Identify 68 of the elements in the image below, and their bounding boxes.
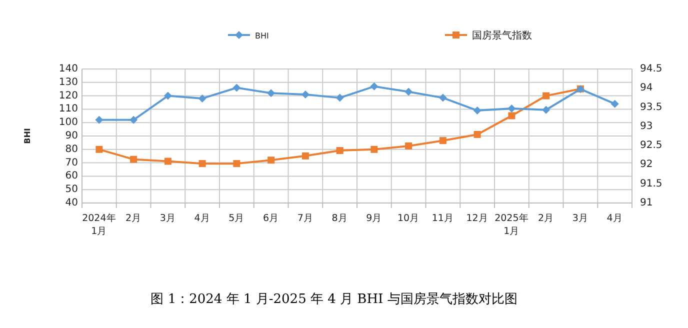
point xyxy=(370,146,378,153)
x-tick-label: 4月 xyxy=(606,213,623,224)
point xyxy=(508,104,516,113)
point xyxy=(474,130,481,138)
y-tick-label: 40 xyxy=(65,198,78,208)
x-tick-label: 12月 xyxy=(466,213,488,224)
y2-tick-label: 94.5 xyxy=(640,64,662,74)
x-tick-label: 4月 xyxy=(194,213,210,224)
point xyxy=(95,116,104,124)
point xyxy=(542,92,550,100)
x-tick-label: 11月 xyxy=(432,213,454,224)
point xyxy=(438,94,447,102)
x-tick-label: 3月 xyxy=(160,213,176,224)
legend-label: BHI xyxy=(255,32,269,40)
y-tick-label: 140 xyxy=(58,64,78,74)
y2-tick-label: 91 xyxy=(640,198,653,208)
point xyxy=(233,160,240,168)
y-tick-label: 70 xyxy=(65,157,78,168)
x-tick-label: 3月 xyxy=(572,213,588,224)
point xyxy=(473,106,482,115)
y-tick-label: 110 xyxy=(58,104,78,115)
point xyxy=(336,147,344,154)
point xyxy=(370,82,378,90)
y2-tick-label: 94 xyxy=(640,82,653,94)
point xyxy=(232,84,241,92)
point xyxy=(404,88,413,96)
y-tick-label: 130 xyxy=(58,76,78,88)
x-tick-label: 10月 xyxy=(398,213,420,224)
x-tick-label: 2025年 1月 xyxy=(494,212,529,237)
point xyxy=(336,94,344,102)
x-tick-label: 2024年 1月 xyxy=(82,212,116,237)
point xyxy=(198,94,206,102)
y2-tick-label: 91.5 xyxy=(640,178,662,190)
y-tick-label: 80 xyxy=(65,144,78,155)
point xyxy=(508,112,516,120)
point xyxy=(96,146,103,153)
point xyxy=(610,100,619,108)
point xyxy=(164,92,172,100)
point xyxy=(130,116,138,124)
x-tick-label: 8月 xyxy=(332,213,348,224)
y2-tick-label: 92.5 xyxy=(640,140,662,152)
y-tick-label: 120 xyxy=(58,90,78,102)
x-tick-label: 2月 xyxy=(538,213,554,224)
point xyxy=(198,160,206,168)
point xyxy=(267,89,276,98)
point xyxy=(302,152,309,160)
y2-tick-label: 93 xyxy=(640,120,653,132)
y-tick-label: 60 xyxy=(65,170,78,182)
x-tick-label: 7月 xyxy=(297,213,314,224)
caption: 图 1：2024 年 1 月-2025 年 4 月 BHI 与国房景气指数对比图 xyxy=(150,291,518,307)
x-tick-label: 9月 xyxy=(366,213,382,224)
point xyxy=(405,142,412,150)
point xyxy=(301,90,310,98)
legend-label: 国房景气指数 xyxy=(472,30,532,42)
point xyxy=(439,137,446,144)
point xyxy=(268,156,275,164)
x-tick-label: 5月 xyxy=(228,213,245,224)
y-tick-label: 50 xyxy=(65,184,78,196)
x-tick-label: 2月 xyxy=(126,213,142,224)
y-tick-label: 90 xyxy=(65,130,78,142)
point xyxy=(130,156,138,163)
point xyxy=(542,106,550,114)
y-axis-title: BHI xyxy=(23,128,32,144)
y2-tick-label: 92 xyxy=(640,159,653,170)
y2-tick-label: 93.5 xyxy=(640,102,662,113)
x-tick-label: 6月 xyxy=(263,213,280,224)
y-tick-label: 100 xyxy=(58,117,78,128)
point xyxy=(164,158,172,165)
